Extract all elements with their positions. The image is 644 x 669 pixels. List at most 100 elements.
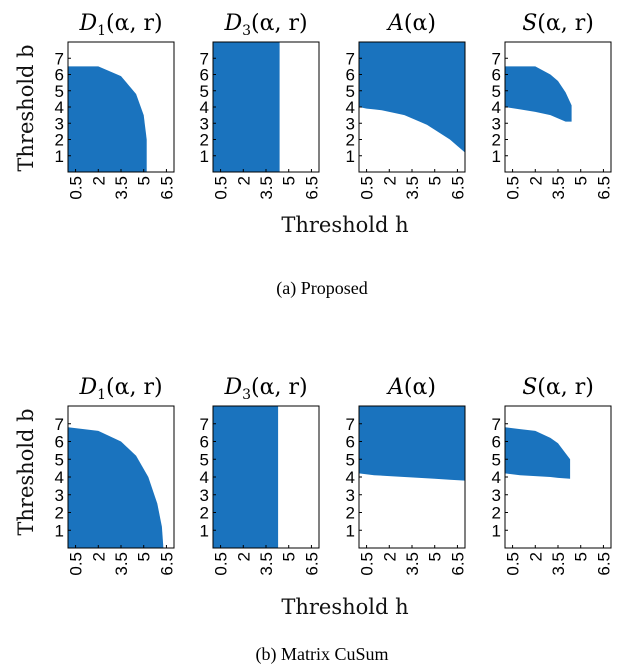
ytick-label-1-2: 3 — [200, 114, 209, 133]
panel-title-5: D3(α, r) — [223, 375, 307, 403]
xtick-label-6-0: 0.5 — [358, 552, 377, 576]
ytick-label-0-0: 1 — [55, 147, 64, 166]
ytick-label-6-3: 4 — [346, 468, 355, 487]
ytick-label-4-6: 7 — [55, 415, 64, 434]
panel-title-3: S(α, r) — [522, 11, 594, 36]
ytick-label-3-3: 4 — [492, 98, 501, 117]
ytick-label-3-0: 1 — [492, 147, 501, 166]
ytick-label-5-2: 3 — [200, 486, 209, 505]
ytick-label-0-2: 3 — [55, 114, 64, 133]
xtick-label-5-3: 5 — [280, 552, 299, 561]
ytick-label-2-2: 3 — [346, 114, 355, 133]
xtick-label-0-4: 6.5 — [157, 176, 176, 200]
ytick-label-1-1: 2 — [200, 131, 209, 150]
ytick-label-0-4: 5 — [55, 82, 64, 101]
ytick-label-4-4: 5 — [55, 450, 64, 469]
xtick-label-7-1: 2 — [526, 552, 545, 561]
xtick-label-4-2: 3.5 — [112, 552, 131, 576]
ylabel-b: Threshold b — [14, 408, 38, 535]
ytick-label-3-2: 3 — [492, 114, 501, 133]
xtick-label-0-0: 0.5 — [67, 176, 86, 200]
ytick-label-1-3: 4 — [200, 98, 209, 117]
ytick-label-2-4: 5 — [346, 82, 355, 101]
xtick-label-2-2: 3.5 — [403, 176, 422, 200]
xtick-label-6-2: 3.5 — [403, 552, 422, 576]
region-area-3 — [505, 66, 572, 122]
xtick-label-1-4: 6.5 — [302, 176, 321, 200]
ytick-label-6-4: 5 — [346, 450, 355, 469]
xtick-label-2-1: 2 — [380, 176, 399, 185]
xtick-label-2-0: 0.5 — [358, 176, 377, 200]
xtick-label-7-2: 3.5 — [549, 552, 568, 576]
xtick-label-1-1: 2 — [234, 176, 253, 185]
ytick-label-4-0: 1 — [55, 521, 64, 540]
ytick-label-0-1: 2 — [55, 131, 64, 150]
ytick-label-0-3: 4 — [55, 98, 64, 117]
xtick-label-5-1: 2 — [234, 552, 253, 561]
ytick-label-3-5: 6 — [492, 66, 501, 85]
xtick-label-6-3: 5 — [426, 552, 445, 561]
ylabel-a: Threshold b — [14, 44, 38, 171]
ytick-label-2-5: 6 — [346, 66, 355, 85]
ytick-label-5-3: 4 — [200, 468, 209, 487]
region-area-7 — [505, 427, 571, 479]
region-area-4 — [68, 427, 164, 548]
xtick-label-1-2: 3.5 — [257, 176, 276, 200]
xtick-label-3-2: 3.5 — [549, 176, 568, 200]
ytick-label-3-4: 5 — [492, 82, 501, 101]
ytick-label-0-6: 7 — [55, 49, 64, 68]
xtick-label-5-4: 6.5 — [302, 552, 321, 576]
ytick-label-5-1: 2 — [200, 504, 209, 523]
ytick-label-2-0: 1 — [346, 147, 355, 166]
ytick-label-1-5: 6 — [200, 66, 209, 85]
ytick-label-6-2: 3 — [346, 486, 355, 505]
xlabel-a: Threshold h — [281, 213, 408, 237]
ytick-label-4-5: 6 — [55, 433, 64, 452]
xtick-label-5-0: 0.5 — [212, 552, 231, 576]
ytick-label-2-1: 2 — [346, 131, 355, 150]
ytick-label-2-3: 4 — [346, 98, 355, 117]
region-area-2 — [359, 42, 465, 153]
panel-title-4: D1(α, r) — [78, 375, 162, 403]
xtick-label-3-3: 5 — [572, 176, 591, 185]
xtick-label-3-1: 2 — [526, 176, 545, 185]
caption-a: (a) Proposed — [276, 278, 367, 299]
xtick-label-7-4: 6.5 — [594, 552, 613, 576]
panel-title-0: D1(α, r) — [78, 11, 162, 39]
ytick-label-3-1: 2 — [492, 131, 501, 150]
ytick-label-7-6: 7 — [492, 415, 501, 434]
xtick-label-7-3: 5 — [572, 552, 591, 561]
ytick-label-7-3: 4 — [492, 468, 501, 487]
xtick-label-6-1: 2 — [380, 552, 399, 561]
ytick-label-6-6: 7 — [346, 415, 355, 434]
caption-b: (b) Matrix CuSum — [256, 644, 389, 665]
ytick-label-6-5: 6 — [346, 433, 355, 452]
xtick-label-5-2: 3.5 — [257, 552, 276, 576]
ytick-label-7-2: 3 — [492, 486, 501, 505]
ytick-label-4-1: 2 — [55, 504, 64, 523]
panel-title-1: D3(α, r) — [223, 11, 307, 39]
panel-title-7: S(α, r) — [522, 375, 594, 400]
region-area-5 — [213, 406, 279, 548]
xlabel-b: Threshold h — [281, 595, 408, 619]
xtick-label-2-3: 5 — [426, 176, 445, 185]
ytick-label-5-0: 1 — [200, 521, 209, 540]
ytick-label-5-6: 7 — [200, 415, 209, 434]
xtick-label-6-4: 6.5 — [448, 552, 467, 576]
xtick-label-4-4: 6.5 — [157, 552, 176, 576]
xtick-label-4-0: 0.5 — [67, 552, 86, 576]
ytick-label-1-6: 7 — [200, 49, 209, 68]
xtick-label-1-0: 0.5 — [212, 176, 231, 200]
ytick-label-5-5: 6 — [200, 433, 209, 452]
ytick-label-1-4: 5 — [200, 82, 209, 101]
ytick-label-4-3: 4 — [55, 468, 64, 487]
xtick-label-3-4: 6.5 — [594, 176, 613, 200]
